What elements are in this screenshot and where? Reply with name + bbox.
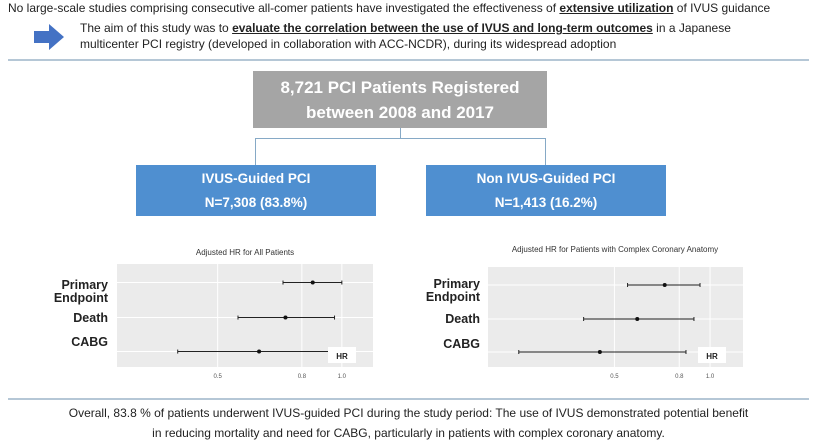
chart1-title: Adjusted HR for All Patients <box>195 248 295 257</box>
legend-label: HR <box>706 352 718 361</box>
conclusion: Overall, 83.8 % of patients underwent IV… <box>8 403 809 443</box>
chart1-cat-primary: Primary Endpoint <box>53 278 108 305</box>
chart2-cat-death: Death <box>445 312 480 326</box>
intro-post: of IVUS guidance <box>673 1 771 15</box>
aim-pre: The aim of this study was to <box>80 21 233 35</box>
x-tick-label: 1.0 <box>706 374 715 380</box>
x-tick-label: 0.8 <box>675 374 684 380</box>
legend-label: HR <box>336 352 348 361</box>
ivus-count: N=7,308 (83.8%) <box>204 195 308 210</box>
hr-point <box>283 315 288 320</box>
hr-point <box>662 283 667 287</box>
chart1-forest-plot: 0.5 0.8 1.0 HR <box>117 264 373 380</box>
total-patients-box: 8,721 PCI Patients Registered between 20… <box>253 71 547 128</box>
chart2-cat-cabg: CABG <box>443 337 480 351</box>
bottom-divider <box>8 398 809 400</box>
chart1-cat-cabg: CABG <box>71 335 108 349</box>
connector <box>255 138 256 165</box>
legend-box <box>698 347 726 363</box>
chart2-cat-primary: Primary Endpoint <box>425 277 480 304</box>
conclusion-line2: in reducing mortality and need for CABG,… <box>152 426 665 440</box>
non-ivus-count: N=1,413 (16.2%) <box>494 195 598 210</box>
chart2-title: Adjusted HR for Patients with Complex Co… <box>511 245 719 254</box>
aim-line2: multicenter PCI registry (developed in c… <box>80 37 617 51</box>
intro-pre: No large-scale studies comprising consec… <box>8 1 560 15</box>
hr-point <box>310 280 315 285</box>
hr-point <box>635 317 640 321</box>
chart2-forest-plot: 0.5 0.8 1.0 HR <box>488 267 743 380</box>
ivus-guided-box: IVUS-Guided PCI N=7,308 (83.8%) <box>136 165 376 216</box>
hr-point <box>257 349 262 354</box>
x-tick-label: 0.8 <box>298 374 307 380</box>
x-tick-label: 1.0 <box>338 374 347 380</box>
aim-emphasis: evaluate the correlation between the use… <box>232 21 653 35</box>
x-tick-label: 0.5 <box>610 374 619 380</box>
connector <box>545 138 546 165</box>
conclusion-line1: Overall, 83.8 % of patients underwent IV… <box>68 406 749 420</box>
chart1-cat-death: Death <box>73 311 108 325</box>
hr-point <box>597 350 602 354</box>
intro-text: No large-scale studies comprising consec… <box>8 1 813 16</box>
aim-text: The aim of this study was to evaluate th… <box>80 20 813 52</box>
connector <box>255 138 546 139</box>
connector <box>400 128 401 138</box>
ivus-label: IVUS-Guided PCI <box>201 171 311 186</box>
total-line1: 8,721 PCI Patients Registered <box>280 78 520 97</box>
top-divider <box>8 59 809 61</box>
non-ivus-label: Non IVUS-Guided PCI <box>476 171 616 186</box>
non-ivus-guided-box: Non IVUS-Guided PCI N=1,413 (16.2%) <box>426 165 666 216</box>
aim-post: in a Japanese <box>652 21 731 35</box>
intro-emphasis: extensive utilization <box>559 1 674 15</box>
x-tick-label: 0.5 <box>214 374 223 380</box>
legend-box <box>328 347 356 363</box>
total-line2: between 2008 and 2017 <box>305 103 495 122</box>
right-arrow-icon <box>34 24 64 50</box>
